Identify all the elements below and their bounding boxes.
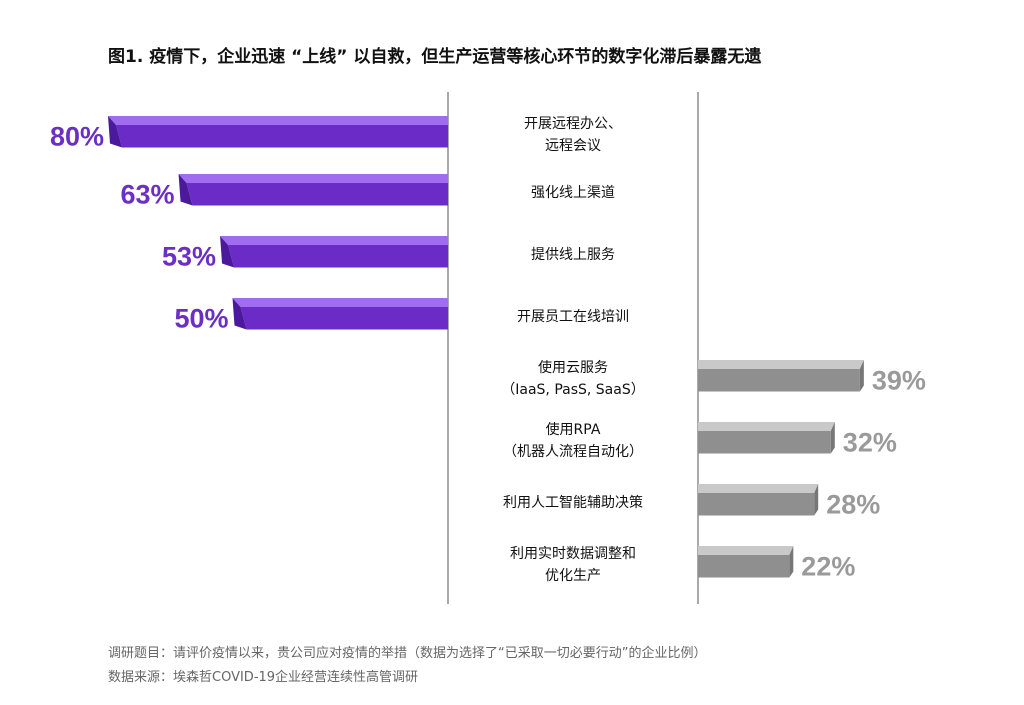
category-label: 利用人工智能辅助决策 (503, 494, 643, 511)
bar (116, 125, 448, 148)
category-label: 使用RPA (546, 421, 601, 438)
category-label: 强化线上渠道 (531, 185, 615, 201)
bar-top-face (178, 174, 449, 183)
bar-top-face (698, 360, 864, 369)
bar (698, 431, 831, 454)
data-label: 53% (162, 242, 216, 272)
bar (698, 555, 790, 578)
data-label: 22% (801, 552, 855, 582)
bar (186, 183, 449, 206)
category-label: 使用云服务 (538, 359, 608, 376)
bar-end-face (830, 422, 835, 454)
bar-end-face (859, 360, 864, 392)
category-label: 提供线上服务 (531, 247, 615, 263)
category-label: （IaaS, PasS, SaaS） (501, 382, 644, 398)
category-label: 远程会议 (545, 138, 601, 154)
bar-top-face (108, 116, 448, 125)
category-label: （机器人流程自动化） (503, 444, 643, 460)
bar-end-face (108, 116, 122, 148)
data-label: 80% (50, 122, 104, 152)
data-label: 50% (174, 304, 228, 334)
data-source-note: 数据来源：埃森哲COVID-19企业经营连续性高管调研 (108, 670, 419, 685)
bar-end-face (178, 174, 193, 206)
bar-end-face (220, 236, 235, 268)
bar-top-face (698, 422, 835, 431)
chart-notes: 调研题目：请评价疫情以来，贵公司应对疫情的举措（数据为选择了“已采取一切必要行动… (108, 642, 706, 690)
chart-title: 图1. 疫情下，企业迅速 “上线” 以自救，但生产运营等核心环节的数字化滞后暴露… (108, 47, 762, 67)
data-label: 32% (843, 428, 897, 458)
category-label: 开展远程办公、 (524, 116, 622, 132)
survey-question-note: 调研题目：请评价疫情以来，贵公司应对疫情的举措（数据为选择了“已采取一切必要行动… (108, 646, 707, 661)
bar-top-face (698, 484, 819, 493)
bar (698, 369, 860, 392)
data-label: 28% (826, 490, 880, 520)
bar (228, 245, 448, 268)
bar-end-face (814, 484, 819, 516)
category-label: 开展员工在线培训 (517, 309, 629, 325)
category-label: 优化生产 (545, 568, 601, 584)
bar-top-face (220, 236, 448, 245)
bar-end-face (232, 298, 247, 330)
bar (698, 493, 815, 516)
category-label: 利用实时数据调整和 (510, 546, 636, 562)
bar-top-face (698, 546, 794, 555)
data-label: 63% (121, 180, 175, 210)
bar-top-face (232, 298, 448, 307)
bar-end-face (789, 546, 794, 578)
bar (240, 307, 448, 330)
data-label: 39% (872, 366, 926, 396)
